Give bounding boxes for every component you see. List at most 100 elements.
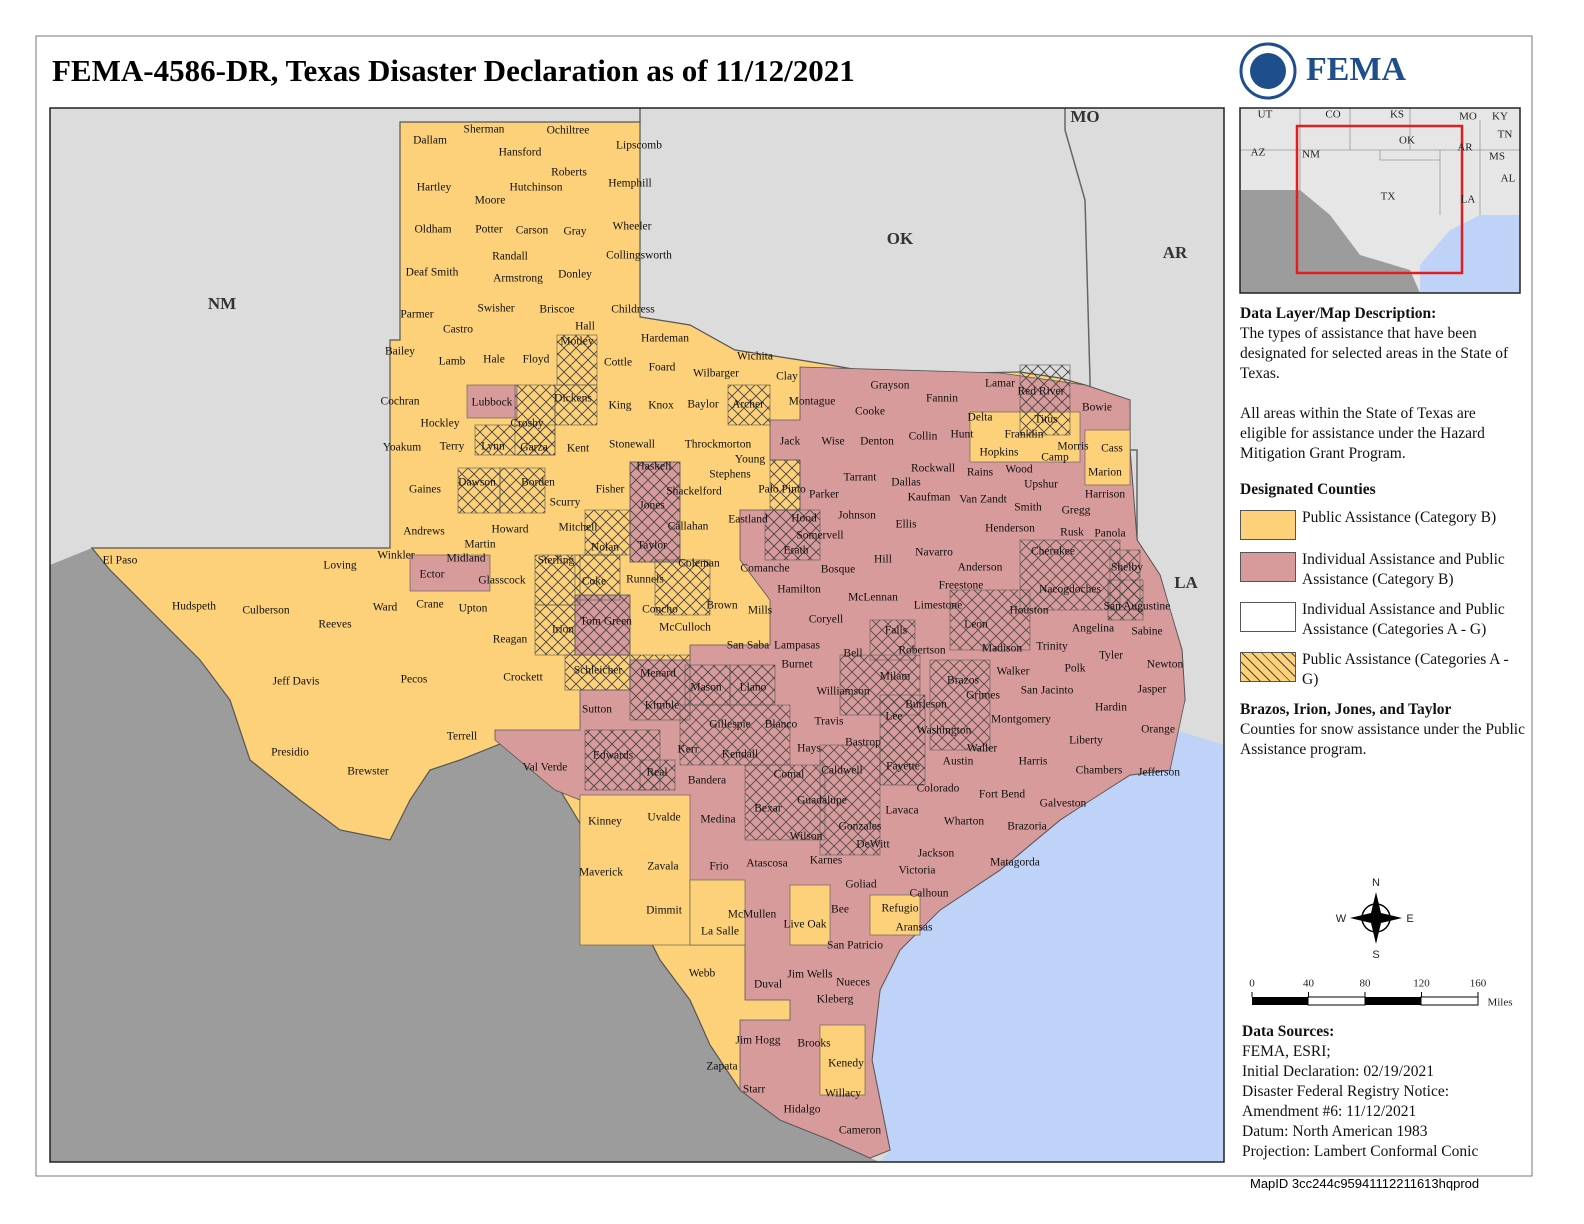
county-label: Duval <box>754 979 782 991</box>
county-label: Waller <box>967 743 998 755</box>
county-label: Ward <box>373 602 398 614</box>
county-label: Wichita <box>737 351 773 363</box>
county-label: Atascosa <box>746 858 788 870</box>
state-label: AR <box>1163 243 1188 262</box>
inset-label: AR <box>1457 142 1473 154</box>
county-label: Titus <box>1034 414 1058 426</box>
scale-label: 80 <box>1360 978 1372 990</box>
county-label: Rusk <box>1060 527 1084 539</box>
county-label: Hansford <box>499 147 542 159</box>
county-label: Bastrop <box>845 737 881 749</box>
county-label: Austin <box>943 756 974 768</box>
frame <box>35 35 1533 1177</box>
county-label: Franklin <box>1005 429 1044 441</box>
county-label: Throckmorton <box>685 439 752 451</box>
county-label: Roberts <box>551 167 587 179</box>
state-label: LA <box>1174 573 1198 592</box>
inset-label: CO <box>1325 109 1340 121</box>
county-label: Van Zandt <box>959 494 1007 506</box>
sources: Data Sources: FEMA, ESRI; Initial Declar… <box>1242 1022 1527 1162</box>
inset-label: KY <box>1492 111 1508 123</box>
county-label: Williamson <box>816 686 869 698</box>
county-label: Dimmit <box>646 905 683 917</box>
county-label: Stephens <box>709 469 751 481</box>
county-label: San Patricio <box>827 940 883 952</box>
county-label: Upton <box>459 603 488 615</box>
county-label: Tom Green <box>580 616 632 628</box>
county-label: Smith <box>1014 502 1042 514</box>
inset-label: OK <box>1399 135 1415 147</box>
county-label: San Saba <box>727 640 769 652</box>
note-heading: Brazos, Irion, Jones, and Taylor <box>1240 701 1452 718</box>
description-text: The types of assistance that have been d… <box>1240 325 1509 382</box>
county-label: Henderson <box>985 523 1035 535</box>
county-label: Fisher <box>596 484 625 496</box>
county-label: Galveston <box>1040 798 1087 810</box>
county-label: Hardin <box>1095 702 1127 714</box>
county-label: Gaines <box>409 484 441 496</box>
county-label: Andrews <box>403 526 445 538</box>
county-label: Fort Bend <box>979 789 1026 801</box>
county-label: Matagorda <box>990 857 1040 869</box>
county-label: Irion <box>552 624 575 636</box>
main-map <box>49 107 1225 1163</box>
county-label: Mills <box>748 605 773 617</box>
legend-label: Public Assistance (Category B) <box>1302 509 1497 526</box>
county-label: Denton <box>860 436 894 448</box>
county-label: Goliad <box>845 879 877 891</box>
county-label: Palo Pinto <box>758 484 806 496</box>
county-label: Rains <box>967 467 994 479</box>
source-line: Disaster Federal Registry Notice: <box>1242 1083 1450 1100</box>
county-label: Bosque <box>821 564 856 576</box>
county-label: Ellis <box>895 519 917 531</box>
legend-item: Public Assistance (Category B) <box>1240 508 1525 540</box>
county-label: Polk <box>1064 663 1085 675</box>
county-label: Refugio <box>881 903 918 915</box>
county-label: Moore <box>475 195 506 207</box>
county-label: Comanche <box>740 563 789 575</box>
county-label: Cooke <box>855 406 885 418</box>
county-label: Briscoe <box>539 304 574 316</box>
source-line: Datum: North American 1983 <box>1242 1123 1428 1140</box>
county-label: Cameron <box>839 1125 881 1137</box>
county-label: Hood <box>791 513 817 525</box>
county-label: Callahan <box>668 521 709 533</box>
county-label: Fayette <box>886 761 920 773</box>
county-label: Harris <box>1019 756 1048 768</box>
county-label: Hudspeth <box>172 601 216 613</box>
county-label: Val Verde <box>523 762 568 774</box>
county-label: Coleman <box>678 558 720 570</box>
county-label: Montague <box>789 396 836 408</box>
county-label: Comal <box>774 769 805 781</box>
county-label: Hidalgo <box>783 1104 820 1116</box>
county-label: Blanco <box>765 719 798 731</box>
county-label: Live Oak <box>783 919 826 931</box>
inset-label: AL <box>1501 173 1516 185</box>
county-label: Lipscomb <box>616 140 662 152</box>
county-label: Falls <box>885 625 908 637</box>
county-label: Eastland <box>728 514 768 526</box>
description: Data Layer/Map Description: The types of… <box>1240 304 1525 760</box>
county-label: Parker <box>809 489 839 501</box>
county-label: Runnels <box>626 574 664 586</box>
county-label: Midland <box>447 553 486 565</box>
inset-label: MS <box>1489 151 1505 163</box>
county-label: Randall <box>492 251 528 263</box>
inset-label: TX <box>1381 191 1396 203</box>
county-label: Crane <box>416 599 443 611</box>
county-label: Clay <box>776 371 798 383</box>
county-label: Hartley <box>417 182 452 194</box>
county-label: Nueces <box>836 977 870 989</box>
county-label: Starr <box>743 1084 766 1096</box>
county-label: Cherokee <box>1031 546 1075 558</box>
county-label: Dallas <box>891 477 921 489</box>
state-label: NM <box>208 294 236 313</box>
inset-label: LA <box>1461 194 1476 206</box>
county-label: Rockwall <box>911 463 955 475</box>
county-label: Brewster <box>347 766 389 778</box>
county-label: Jim Hogg <box>735 1035 780 1047</box>
county-label: Borden <box>521 477 555 489</box>
legend-label: Public Assistance (Categories A - G) <box>1302 651 1509 688</box>
